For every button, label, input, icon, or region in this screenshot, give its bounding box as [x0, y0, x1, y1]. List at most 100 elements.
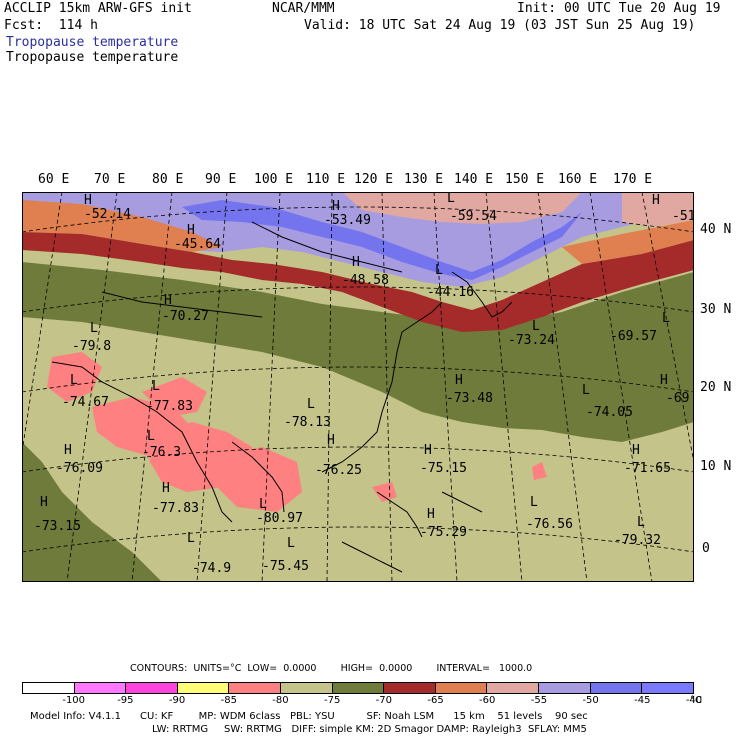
colorbar-tick-label: -75 — [323, 695, 341, 706]
hl-value: -44.16 — [427, 285, 474, 300]
hl-symbol: L — [447, 192, 455, 206]
lon-label: 70 E — [94, 172, 126, 187]
lat-label: 20 N — [700, 380, 732, 395]
lon-label: 150 E — [505, 172, 545, 187]
hl-value: -77.83 — [152, 501, 199, 516]
colorbar-swatch — [642, 683, 693, 693]
hl-value: -73.48 — [446, 391, 493, 406]
hl-symbol: L — [147, 429, 155, 444]
lon-label: 80 E — [152, 172, 184, 187]
hl-value: -76.56 — [526, 517, 573, 532]
lon-label: 170 E — [613, 172, 653, 187]
hl-symbol: L — [532, 319, 540, 334]
hl-symbol: L — [90, 321, 98, 336]
colorbar-tick-label: -90 — [168, 695, 186, 706]
hl-value: -53.49 — [324, 213, 371, 228]
hl-value: -75.29 — [420, 525, 467, 540]
colorbar-swatch — [126, 683, 178, 693]
hl-value: -74.05 — [586, 405, 633, 420]
hl-symbol: L — [152, 379, 160, 394]
hl-symbol: L — [187, 531, 195, 546]
lon-label: 130 E — [404, 172, 444, 187]
lat-label: 40 N — [700, 222, 732, 237]
hl-symbol: H — [187, 223, 195, 238]
colorbar-tick-label: -40 — [685, 695, 703, 706]
hl-symbol: L — [530, 495, 538, 510]
hl-value: -48.58 — [342, 273, 389, 288]
hl-symbol: L — [70, 373, 78, 388]
forecast-hour: Fcst: 114 h — [4, 18, 98, 33]
shade-minus45-40 — [182, 200, 582, 280]
colorbar-swatch — [435, 683, 488, 693]
colorbar-tick-label: -70 — [375, 695, 393, 706]
shade-minus70-65-north — [22, 262, 694, 442]
hl-value: -76.3 — [142, 445, 181, 460]
hl-symbol: H — [632, 443, 640, 458]
hl-value: -79.8 — [72, 339, 111, 354]
hl-symbol: L — [287, 536, 295, 551]
hl-value: -73.15 — [34, 519, 81, 534]
field-title-contour: Tropopause temperature — [6, 50, 179, 65]
colorbar-swatch — [74, 683, 127, 693]
colorbar-swatch — [590, 683, 643, 693]
hl-symbol: H — [652, 193, 660, 208]
lat-label: 0 — [702, 541, 710, 556]
hl-value: -45.64 — [174, 237, 221, 252]
hl-symbol: H — [455, 373, 463, 388]
lon-label: 140 E — [454, 172, 494, 187]
valid-time: Valid: 18 UTC Sat 24 Aug 19 (03 JST Sun … — [304, 18, 696, 33]
hl-symbol: H — [424, 443, 432, 458]
model-info-line1: Model Info: V4.1.1 CU: KF MP: WDM 6class… — [30, 711, 588, 722]
hl-value: -77.83 — [146, 399, 193, 414]
hl-value: -76.25 — [315, 463, 362, 478]
hl-value: -52.14 — [84, 207, 131, 222]
colorbar-unit: °C — [690, 695, 702, 706]
hl-symbol: H — [327, 433, 335, 448]
lon-label: 60 E — [38, 172, 70, 187]
contours-info: CONTOURS: UNITS=°C LOW= 0.0000 HIGH= 0.0… — [130, 663, 533, 674]
hl-value: -78.13 — [284, 415, 331, 430]
colorbar-tick-label: -85 — [220, 695, 237, 706]
colorbar-swatch — [539, 683, 591, 693]
organization-label: NCAR/MMM — [272, 1, 335, 16]
colorbar-swatch — [384, 683, 436, 693]
hl-symbol: H — [64, 443, 72, 458]
colorbar-swatch — [487, 683, 540, 693]
colorbar-swatch — [229, 683, 282, 693]
hl-value: -59.54 — [450, 209, 497, 224]
field-title-shaded: Tropopause temperature — [6, 35, 179, 50]
hl-value: -69 — [666, 391, 689, 406]
hl-value: -74.67 — [62, 395, 109, 410]
hl-symbol: H — [84, 193, 92, 208]
hl-symbol: H — [40, 495, 48, 510]
hl-value: -70.27 — [162, 309, 209, 324]
tropopause-temperature-map: H -52.14 H -45.64 H -53.49 L -59.54 H -5… — [22, 192, 694, 582]
colorbar-tick-label: -45 — [634, 695, 651, 706]
hl-value: -73.24 — [508, 333, 555, 348]
coastlines — [51, 221, 513, 573]
colorbar-tick-label: -50 — [582, 695, 599, 706]
colorbar-swatch — [281, 683, 333, 693]
lon-label: 100 E — [254, 172, 294, 187]
hl-value: -75.45 — [262, 559, 309, 574]
hl-symbol: H — [427, 507, 435, 522]
shade-minus65-60-east — [562, 220, 694, 264]
colorbar-tick-label: -65 — [427, 695, 444, 706]
colorbar-tick-label: -100 — [62, 695, 86, 706]
hl-symbol: H — [352, 255, 360, 270]
colorbar-tick-label: -60 — [479, 695, 496, 706]
lat-label: 10 N — [700, 459, 732, 474]
hl-symbol: H — [162, 481, 170, 496]
hl-symbol: H — [660, 373, 668, 388]
lon-label: 90 E — [205, 172, 237, 187]
lon-label: 110 E — [306, 172, 346, 187]
hl-symbol: L — [435, 263, 443, 278]
colorbar-tick-label: -80 — [272, 695, 289, 706]
lon-label: 160 E — [558, 172, 598, 187]
hl-value: -79.32 — [614, 533, 661, 548]
colorbar — [22, 682, 694, 694]
hl-symbol: H — [164, 293, 172, 308]
hl-value: -51 — [672, 209, 694, 224]
colorbar-swatch — [332, 683, 385, 693]
shade-minus65-60 — [22, 200, 222, 252]
